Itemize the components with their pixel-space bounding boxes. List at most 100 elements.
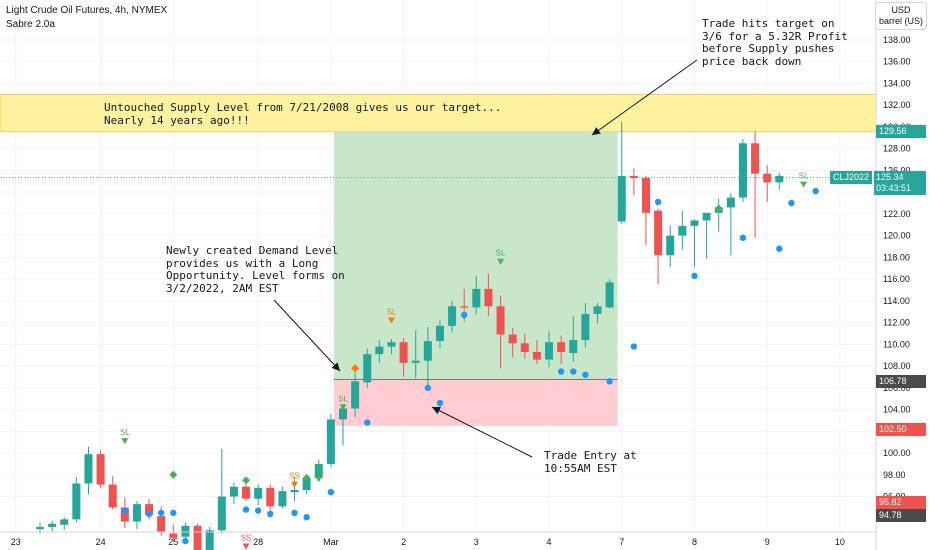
price-tick-label: 132.00 <box>883 100 911 110</box>
supply-annotation: Untouched Supply Level from 7/21/2008 gi… <box>104 101 502 127</box>
candle-body <box>496 306 505 335</box>
candle <box>290 476 299 501</box>
candle <box>569 316 578 362</box>
signal-dot <box>267 510 274 518</box>
candle-body <box>654 210 663 256</box>
candle-body <box>726 197 735 208</box>
candle <box>242 481 251 501</box>
candle <box>702 212 711 259</box>
signal-dot <box>424 384 432 392</box>
candle <box>339 406 347 446</box>
stop-zone <box>333 379 618 426</box>
candle-body <box>569 340 578 354</box>
candle-body <box>520 343 529 352</box>
candle-body <box>690 220 699 226</box>
time-tick-label: 4 <box>547 537 552 547</box>
current-price-box: 125.34 03:43:51 <box>874 171 926 195</box>
candle <box>399 337 408 377</box>
candle <box>96 449 105 488</box>
signal-dot <box>582 371 589 378</box>
signal-dot <box>436 399 444 407</box>
candle-body <box>581 313 590 341</box>
signal-text: SL <box>496 249 506 258</box>
candle-body <box>448 306 457 326</box>
candle-body <box>72 483 81 520</box>
price-tick-label: 128.00 <box>883 144 911 154</box>
candle <box>266 484 275 514</box>
candle-body <box>617 175 626 222</box>
candle <box>557 335 566 364</box>
candle-body <box>363 354 372 383</box>
signal-triangle <box>242 543 250 550</box>
countdown-label: 03:43:51 <box>876 183 912 193</box>
time-tick-label: 23 <box>11 537 21 547</box>
candle <box>751 131 760 238</box>
candle-body <box>96 454 105 485</box>
price-tick-label: 126.00 <box>883 165 911 175</box>
candle-body <box>302 478 311 491</box>
candle-body <box>132 504 141 522</box>
candle <box>581 303 590 348</box>
candle-body <box>751 143 760 174</box>
candle-body <box>423 341 432 361</box>
entry-arrow <box>431 406 533 458</box>
signal-dot <box>170 509 177 517</box>
candle-body <box>120 507 129 522</box>
candle-body <box>605 282 614 308</box>
signal-dot <box>570 368 577 375</box>
time-tick-label: 7 <box>619 537 624 547</box>
candle-body <box>702 212 711 221</box>
signal-markers: SL SS SL SL SL SL SL SS <box>120 172 819 550</box>
candle-body <box>290 490 299 493</box>
candle-body <box>108 484 117 508</box>
candle <box>84 446 93 495</box>
candle-body <box>351 381 360 409</box>
candle <box>678 210 687 250</box>
candle-body <box>435 325 444 342</box>
candle <box>726 193 735 256</box>
candle <box>363 348 372 388</box>
candle <box>108 475 117 510</box>
signal-dot <box>691 272 698 280</box>
signal-text: SS <box>289 472 300 481</box>
candle-body <box>278 491 287 507</box>
candle-body <box>532 351 541 360</box>
demand-low-label: 102.50 <box>876 423 926 436</box>
candle-body <box>48 523 57 527</box>
target-annotation: Trade hits target on 3/6 for a 5.32R Pro… <box>702 17 848 68</box>
time-tick-label: 25 <box>168 537 178 547</box>
candle <box>654 208 663 285</box>
signal-dot <box>327 488 335 496</box>
candle <box>132 500 141 530</box>
signal-triangle <box>291 481 299 488</box>
annotation-arrows <box>273 59 698 458</box>
candle <box>193 523 202 550</box>
demand-annotation: Newly created Demand Level provides us w… <box>166 244 345 295</box>
signal-dot <box>303 513 310 521</box>
signal-triangle <box>315 476 323 483</box>
signal-text: SS <box>241 534 252 543</box>
candle <box>520 333 529 359</box>
time-tick-label: 9 <box>765 537 770 547</box>
candle-body <box>169 533 178 538</box>
candle <box>508 328 517 358</box>
candle-body <box>242 486 251 499</box>
candle <box>229 482 238 505</box>
currency-selector[interactable]: USD barrel (US) <box>875 2 927 30</box>
target-arrow <box>591 59 698 136</box>
candle-body <box>60 519 69 525</box>
candle <box>254 484 263 506</box>
signal-triangle <box>800 181 808 188</box>
candle-body <box>387 342 396 347</box>
signal-dot <box>145 510 153 518</box>
candle <box>448 300 457 333</box>
candle <box>738 138 747 202</box>
price-tick-label: 122.00 <box>883 209 911 219</box>
price-tick-label: 112.00 <box>883 318 910 328</box>
time-tick-label: 3 <box>474 537 479 547</box>
signal-dot <box>776 245 783 252</box>
candle-body <box>314 463 323 479</box>
signal-dot <box>812 187 819 195</box>
price-tick-label: 116.00 <box>883 274 910 284</box>
